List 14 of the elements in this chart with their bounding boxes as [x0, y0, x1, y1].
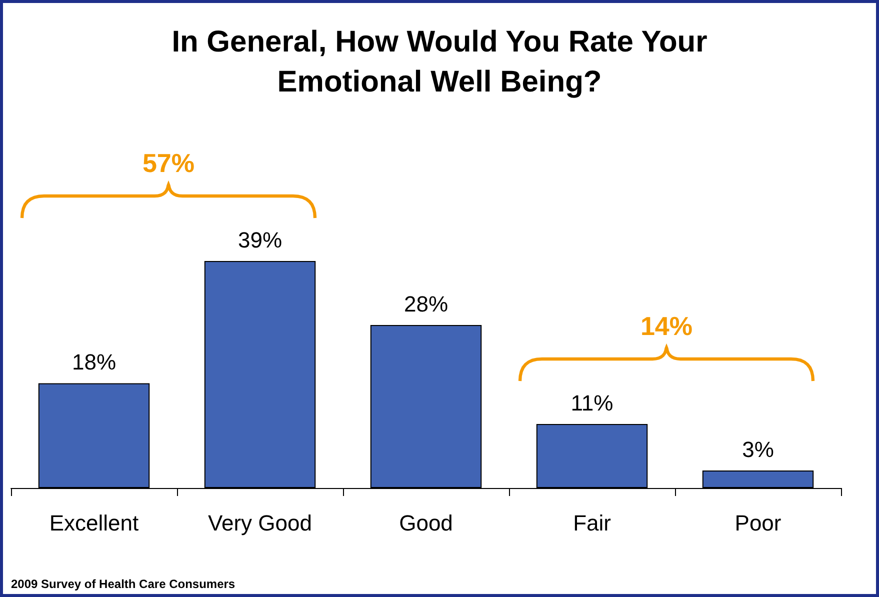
x-tick-label: Very Good — [208, 510, 312, 536]
data-label: 39% — [238, 228, 282, 253]
data-label: 28% — [404, 292, 448, 317]
x-tick-label: Fair — [573, 510, 611, 536]
x-tick-label: Poor — [734, 510, 782, 536]
text: 57% — [142, 148, 195, 178]
data-label: 11% — [570, 390, 614, 416]
chart-title: In General, How Would You Rate Your Emotional Well Being? — [172, 26, 708, 98]
annotation: 14% — [640, 310, 693, 341]
x-tick-label: Excellent — [49, 510, 139, 536]
x-tick-label: Good — [399, 510, 453, 536]
text: 2009 Survey of Health Care Consumers — [11, 577, 236, 591]
data-label: 18% — [72, 350, 116, 375]
data-label: 3% — [742, 437, 774, 462]
